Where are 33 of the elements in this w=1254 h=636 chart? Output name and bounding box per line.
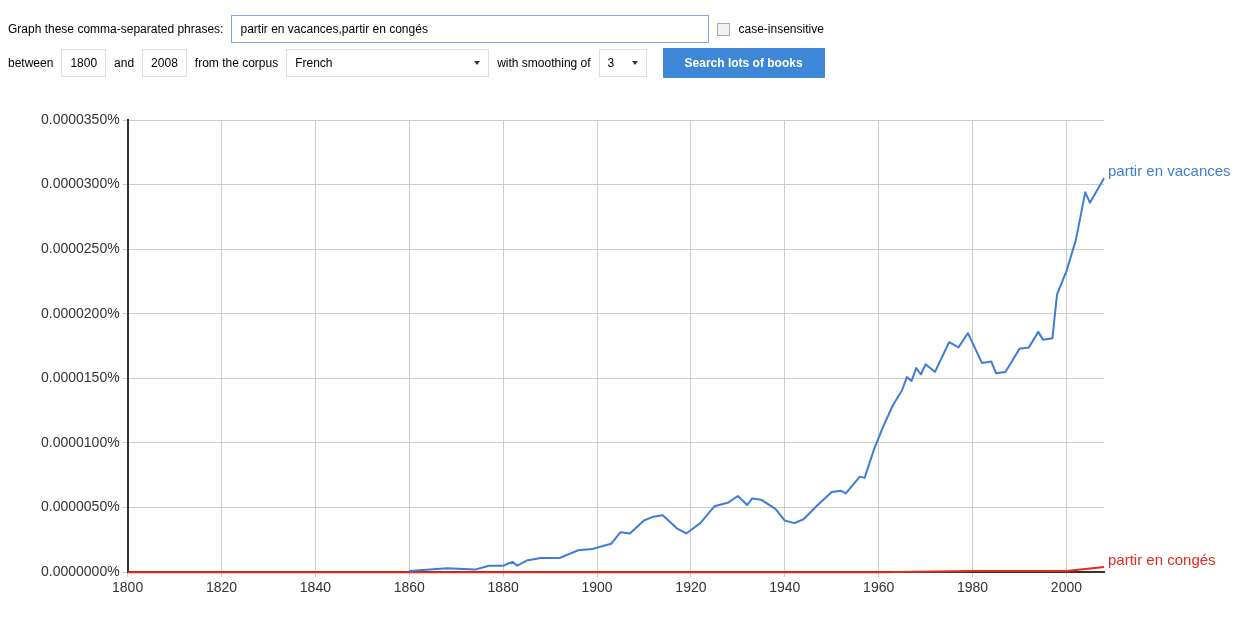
text: partir en vacances,partir en congés	[231, 15, 710, 43]
y-tick-label: 0.0000100%	[40, 433, 120, 450]
text: 3	[598, 49, 647, 77]
series-label: partir en congés	[1108, 551, 1216, 569]
x-tick-label: 1800	[112, 579, 144, 596]
series-label: partir en vacances	[1108, 162, 1231, 180]
x-tick-label: 2000	[1050, 579, 1083, 596]
x-tick-label: 1940	[769, 579, 801, 596]
text: 1800	[61, 49, 107, 77]
y-tick-label: 0.0000350%	[40, 110, 120, 127]
x-tick-label: 1840	[299, 579, 332, 596]
y-tick-label: 0.0000050%	[40, 498, 120, 515]
y-tick-label: 0.0000200%	[40, 304, 120, 321]
x-tick-label: 1900	[581, 579, 613, 596]
text: and	[114, 56, 135, 70]
x-tick-label: 1960	[863, 579, 895, 596]
y-tick-label: 0.0000150%	[40, 369, 120, 386]
x-tick-label: 1920	[675, 579, 707, 596]
text: Graph these comma-separated phrases:	[8, 22, 224, 36]
text: 2008	[142, 49, 187, 77]
text: from the corpus	[194, 56, 279, 70]
x-tick-label: 1820	[205, 579, 238, 596]
text: French	[286, 49, 490, 77]
text: Search lots of books	[662, 48, 825, 78]
x-tick-label: 1860	[393, 579, 426, 596]
y-tick-label: 0.0000250%	[40, 240, 120, 257]
text: between	[8, 56, 54, 70]
x-tick-label: 1980	[956, 579, 989, 596]
y-tick-label: 0.0000000%	[40, 563, 120, 580]
x-tick-label: 1880	[487, 579, 519, 596]
y-tick-label: 0.0000300%	[40, 175, 120, 192]
text: case-insensitive	[738, 22, 824, 36]
text: with smoothing of	[497, 56, 591, 70]
